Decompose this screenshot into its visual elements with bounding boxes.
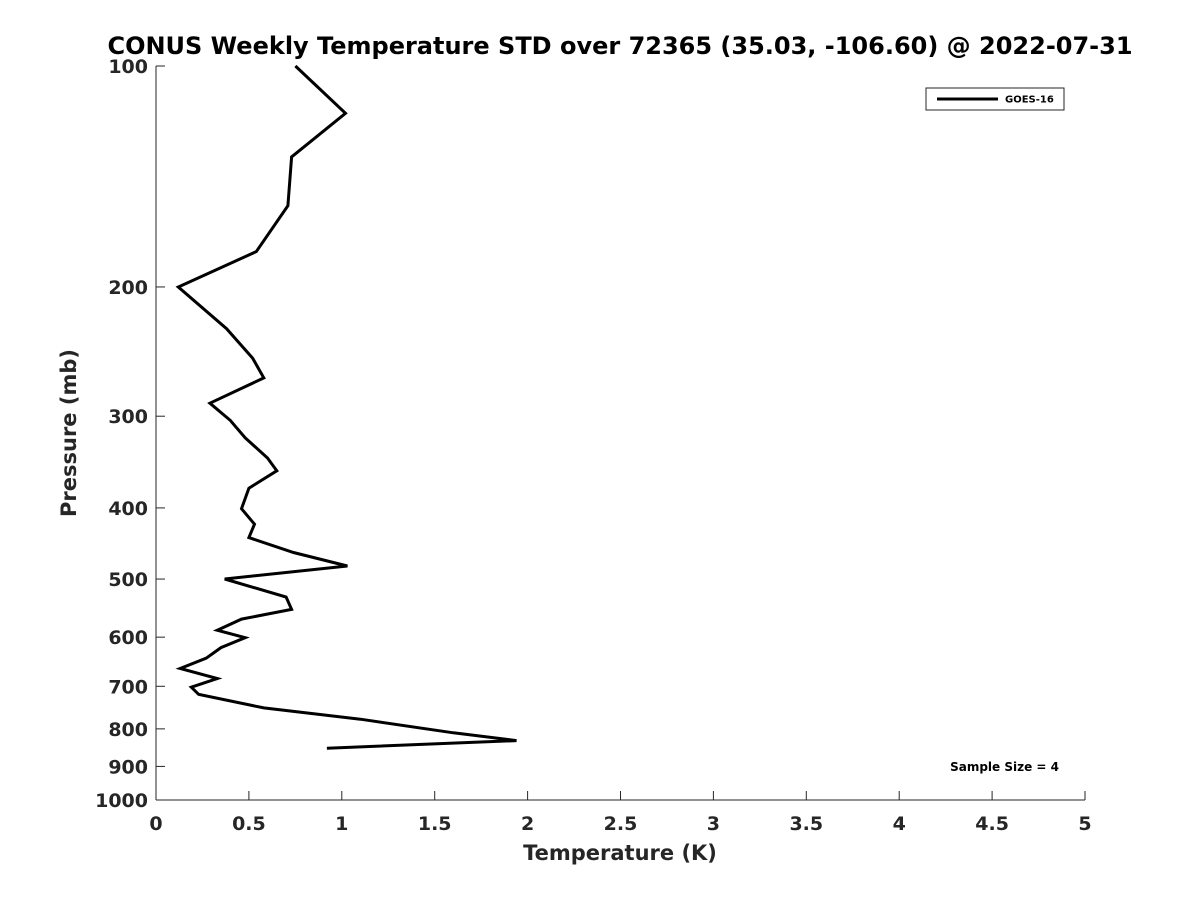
- series-layer: [175, 64, 517, 750]
- x-tick-label: 4: [893, 813, 906, 835]
- x-tick-label: 3.5: [789, 813, 823, 835]
- x-tick-label: 5: [1078, 813, 1091, 835]
- plot-axes: 0 0.5 1 1.5 2 2.5 3 3.5 4 4.5 5 100 200 300 400 500 600 7…: [95, 56, 1092, 835]
- x-tick-label: 4.5: [975, 813, 1009, 835]
- series-group: [175, 64, 517, 750]
- y-tick-label: 400: [108, 498, 148, 520]
- y-tick-label: 500: [108, 569, 148, 591]
- x-tick-label: 0: [149, 813, 162, 835]
- y-tick-label: 900: [108, 756, 148, 778]
- y-tick-label: 700: [108, 676, 148, 698]
- sample-size-annotation: Sample Size = 4: [950, 760, 1059, 774]
- y-tick-label: 800: [108, 719, 148, 741]
- y-tick-label: 100: [108, 56, 148, 78]
- y-tick-label: 1000: [95, 790, 148, 812]
- legend: GOES-16: [925, 87, 1065, 111]
- x-tick-label: 1.5: [418, 813, 452, 835]
- y-tick-label: 600: [108, 627, 148, 649]
- y-tick-label: 300: [108, 406, 148, 428]
- x-tick-label: 0.5: [232, 813, 266, 835]
- legend-label: GOES-16: [1005, 95, 1054, 106]
- x-tick-label: 2: [521, 813, 534, 835]
- x-tick-label: 1: [335, 813, 348, 835]
- y-tick-label: 200: [108, 277, 148, 299]
- y-axis-label: Pressure (mb): [57, 349, 81, 517]
- x-tick-label: 2.5: [604, 813, 638, 835]
- x-tick-label: 3: [707, 813, 720, 835]
- chart-title: CONUS Weekly Temperature STD over 72365 …: [107, 32, 1132, 60]
- x-axis-label: Temperature (K): [523, 841, 717, 865]
